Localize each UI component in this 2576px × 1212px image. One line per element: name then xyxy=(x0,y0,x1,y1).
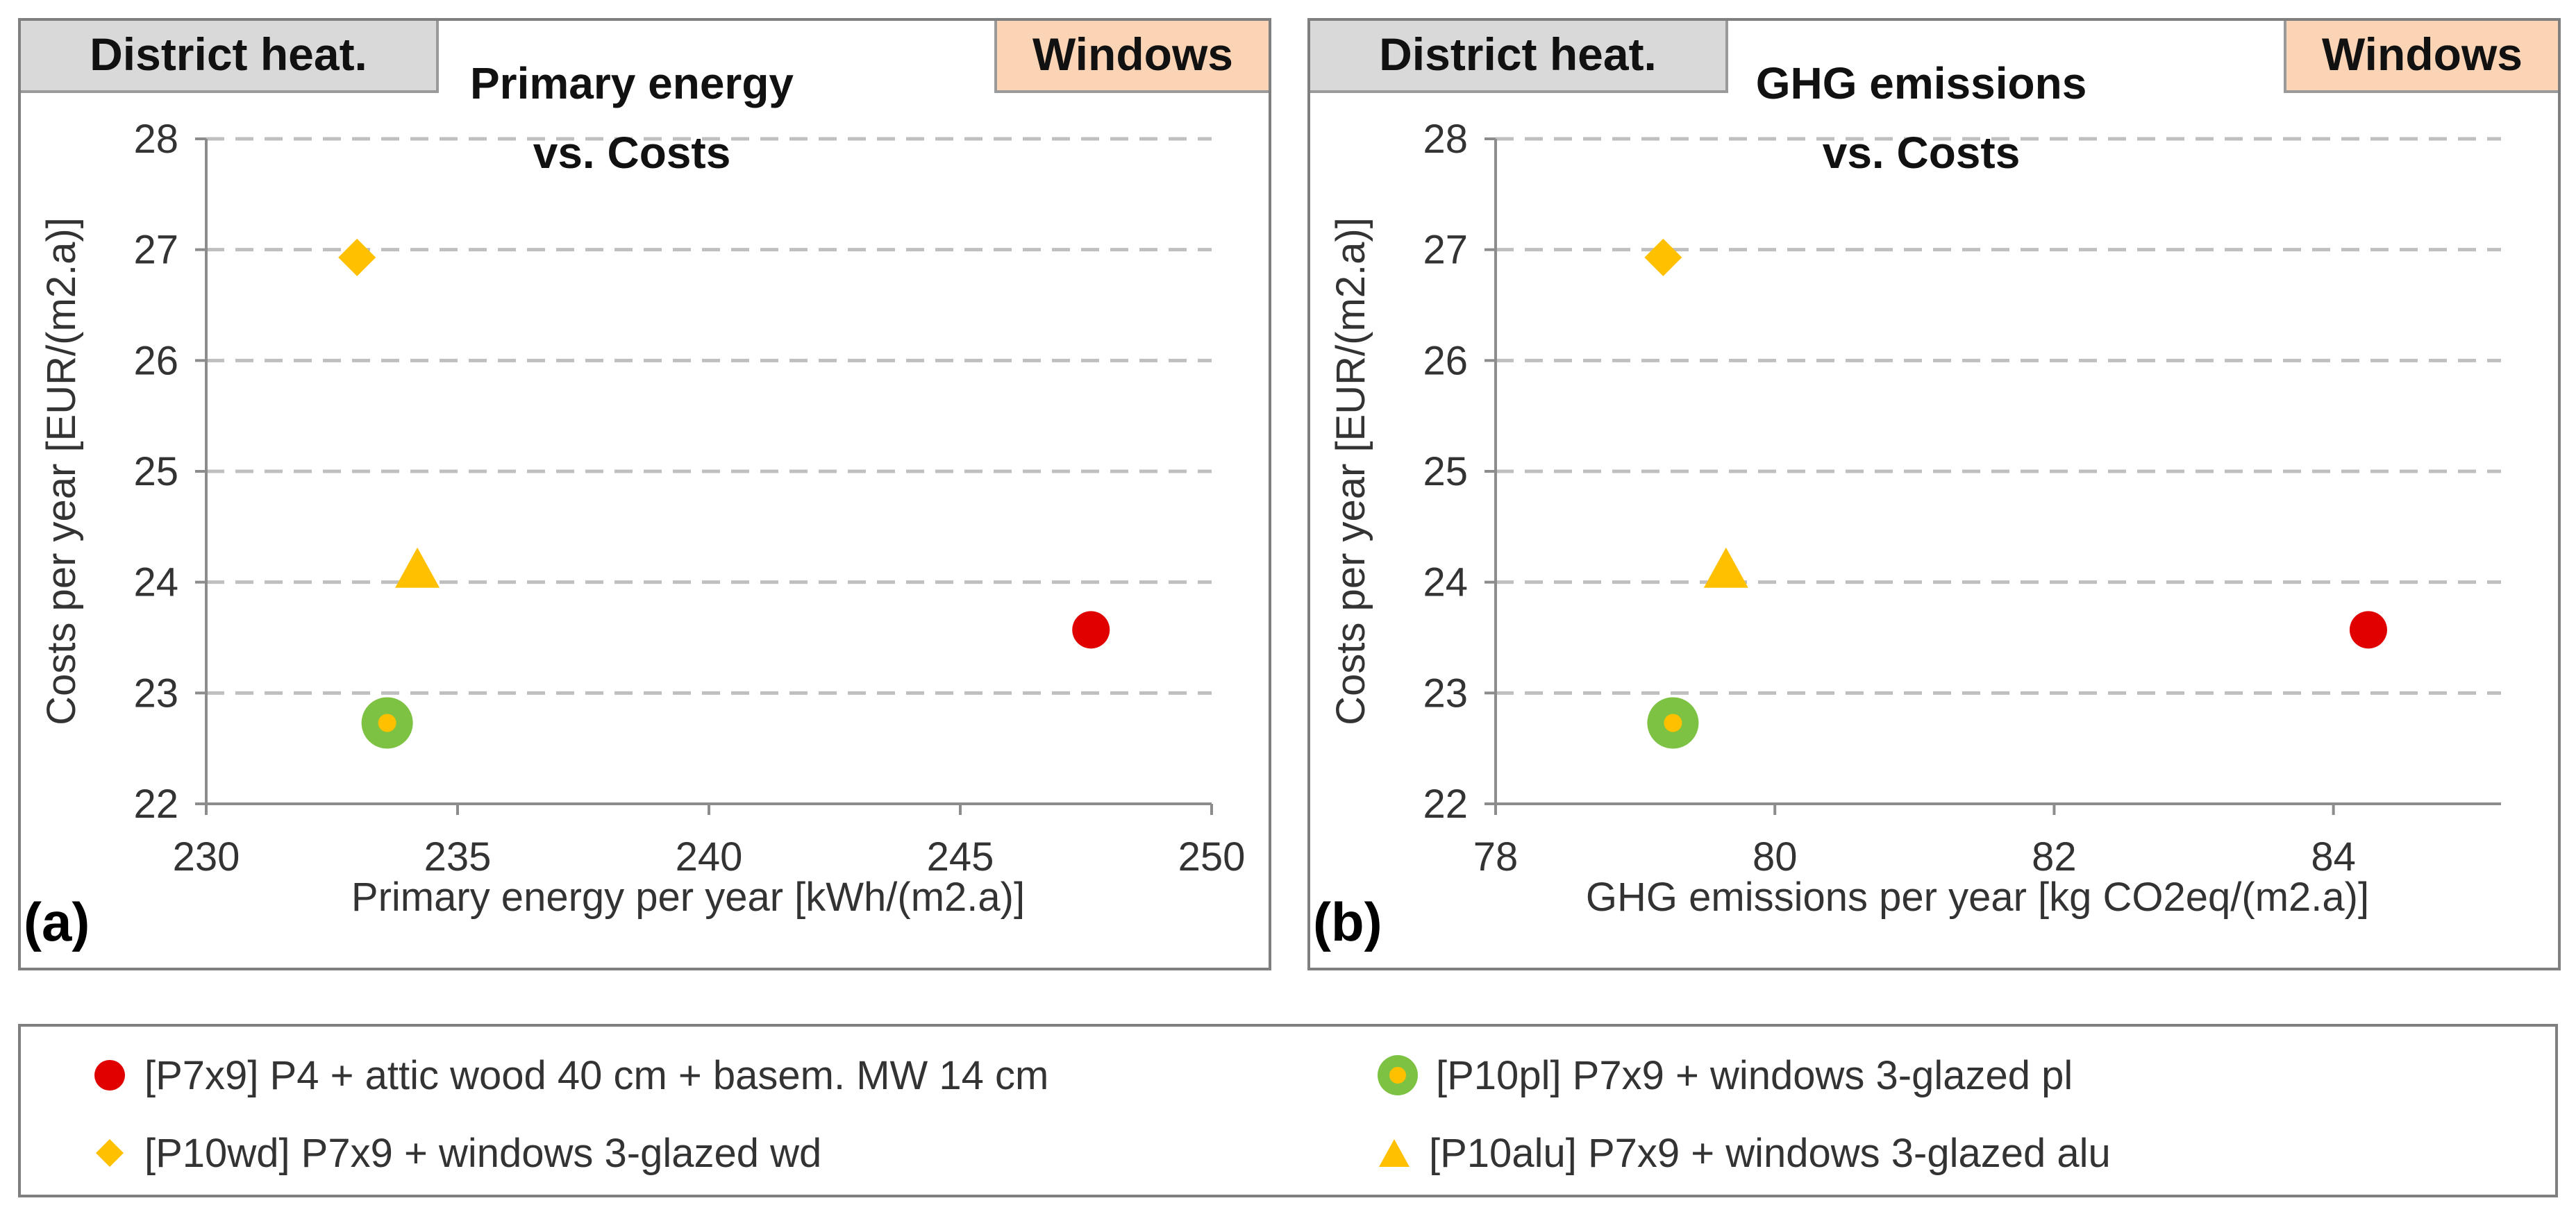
panel-b: 22 23 24 25 26 27 28 78 80 82 84 GHG emissions per … xyxy=(1307,18,2561,970)
x-tick-label: 80 xyxy=(1753,834,1798,879)
x-tick-label: 78 xyxy=(1473,834,1519,879)
plot-a: 22 23 24 25 26 27 28 230 235 240 245 250 Primary ene… xyxy=(39,117,1246,920)
circle-marker-icon xyxy=(94,1060,125,1091)
panel-label: (b) xyxy=(1313,891,1382,952)
chart-title-line-2: vs. Costs xyxy=(533,128,731,178)
chart-title-line-2: vs. Costs xyxy=(1822,128,2021,178)
legend-label: [P10wd] P7x9 + windows 3-glazed wd xyxy=(144,1130,822,1176)
chart-title-line-1: GHG emissions xyxy=(1755,58,2087,108)
tag-district-heat: District heat. xyxy=(1310,21,1728,93)
legend: [P7x9] P4 + attic wood 40 cm + basem. MW… xyxy=(18,1024,2558,1197)
y-axis-label: Costs per year [EUR/(m2.a)] xyxy=(1328,217,1373,725)
ring-inner xyxy=(378,714,396,732)
tag-windows: Windows xyxy=(2284,21,2558,93)
data-point-p10wd xyxy=(1644,238,1682,276)
legend-item-p10wd: [P10wd] P7x9 + windows 3-glazed wd xyxy=(90,1118,821,1188)
x-tick-label: 240 xyxy=(676,834,743,879)
y-tick-label: 25 xyxy=(1423,449,1468,494)
y-tick-label: 27 xyxy=(133,228,178,273)
legend-label: [P10pl] P7x9 + windows 3-glazed pl xyxy=(1436,1052,2073,1098)
y-tick-label: 22 xyxy=(1423,782,1468,827)
x-axis-label: GHG emissions per year [kg CO2eq/(m2.a)] xyxy=(1586,875,2369,920)
chart-title: GHG emissions vs. Costs xyxy=(1699,49,2143,187)
tag-district-heat: District heat. xyxy=(21,21,439,93)
ring-marker-icon xyxy=(1378,1055,1418,1095)
x-tick-label: 235 xyxy=(424,834,492,879)
x-tick-label: 245 xyxy=(927,834,994,879)
legend-item-p10alu: [P10alu] P7x9 + windows 3-glazed alu xyxy=(1375,1118,2111,1188)
y-tick-label: 22 xyxy=(133,782,178,827)
y-tick-label: 28 xyxy=(1423,117,1468,162)
legend-label: [P7x9] P4 + attic wood 40 cm + basem. MW… xyxy=(144,1052,1049,1098)
data-point-p10wd xyxy=(338,238,376,276)
data-point-p7x9 xyxy=(2349,611,2387,649)
y-tick-label: 23 xyxy=(133,671,178,716)
y-tick-label: 26 xyxy=(133,338,178,383)
x-tick-label: 84 xyxy=(2311,834,2356,879)
panel-a: 22 23 24 25 26 27 28 230 235 240 245 250 Primary ene… xyxy=(18,18,1271,970)
chart-title-line-1: Primary energy xyxy=(469,58,794,108)
legend-item-p10pl: [P10pl] P7x9 + windows 3-glazed pl xyxy=(1375,1041,2073,1110)
data-point-p10pl xyxy=(1647,697,1699,749)
data-point-p7x9 xyxy=(1072,611,1110,649)
chart-title: Primary energy vs. Costs xyxy=(410,49,854,187)
data-point-p10pl xyxy=(361,697,413,749)
triangle-marker-icon xyxy=(1379,1139,1410,1167)
y-tick-label: 28 xyxy=(133,117,178,162)
ring-inner xyxy=(1664,714,1682,732)
data-point-p10alu xyxy=(1703,547,1748,588)
data-point-p10alu xyxy=(395,547,440,588)
y-tick-label: 27 xyxy=(1423,228,1468,273)
tag-windows: Windows xyxy=(994,21,1269,93)
y-tick-label: 25 xyxy=(133,449,178,494)
x-tick-label: 230 xyxy=(173,834,240,879)
y-tick-label: 24 xyxy=(1423,560,1468,605)
x-axis-label: Primary energy per year [kWh/(m2.a)] xyxy=(351,875,1025,920)
legend-label: [P10alu] P7x9 + windows 3-glazed alu xyxy=(1429,1130,2111,1176)
y-tick-label: 26 xyxy=(1423,338,1468,383)
diamond-marker-icon xyxy=(96,1139,124,1167)
x-tick-label: 82 xyxy=(2032,834,2077,879)
y-axis-label: Costs per year [EUR/(m2.a)] xyxy=(39,217,84,725)
x-tick-label: 250 xyxy=(1178,834,1246,879)
y-tick-label: 23 xyxy=(1423,671,1468,716)
legend-item-p7x9: [P7x9] P4 + attic wood 40 cm + basem. MW… xyxy=(90,1041,1048,1110)
panel-label: (a) xyxy=(24,891,90,952)
y-tick-label: 24 xyxy=(133,560,178,605)
